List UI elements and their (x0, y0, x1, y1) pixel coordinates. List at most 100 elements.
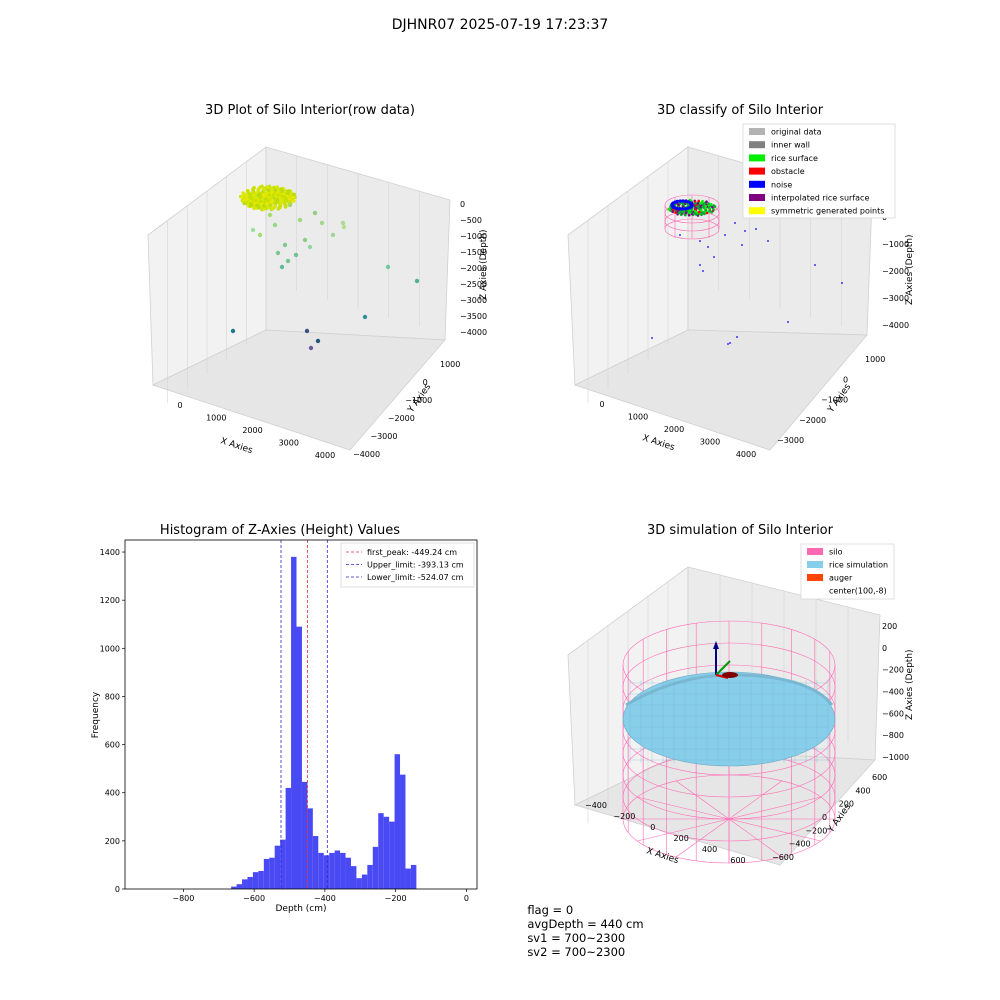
data-point (260, 198, 265, 202)
legend-label: rice surface (771, 154, 818, 163)
x-axis-label: X Axies (645, 846, 680, 866)
legend: silo rice simulation auger center(100,-8) (800, 543, 895, 600)
histogram-bar (410, 864, 417, 889)
legend-label: Upper_limit: -393.13 cm (367, 561, 464, 570)
silo-spoke (728, 818, 783, 858)
x-tick-label: −400 (314, 894, 336, 903)
data-point (707, 206, 711, 209)
data-point (701, 205, 705, 209)
y-tick-label: −2000 (799, 416, 826, 425)
x-tick-label: 1000 (206, 414, 226, 423)
histogram-bar (258, 870, 264, 889)
data-point (278, 195, 282, 199)
data-point (266, 185, 270, 189)
z-tick-label: −3000 (460, 296, 487, 305)
z-tick-label: −2500 (460, 280, 487, 289)
data-point (307, 244, 313, 250)
x-tick-label: 3000 (700, 438, 720, 447)
noise-point (767, 240, 769, 242)
z-tick-label: 200 (882, 622, 897, 631)
silo-spoke (637, 818, 730, 842)
data-point (704, 209, 708, 212)
z-tick-label: 0 (460, 200, 465, 209)
data-point (671, 210, 674, 213)
y-tick-label: −1000 (405, 396, 432, 405)
data-point (247, 195, 252, 199)
data-point (267, 212, 273, 218)
histogram-bar (307, 808, 313, 889)
data-point (340, 220, 346, 226)
histogram-bar (236, 884, 243, 889)
noise-point (741, 244, 743, 246)
histogram-bar (285, 787, 292, 889)
x-ticks: 0 1000 2000 3000 4000 (599, 400, 756, 459)
x-tick-label: 0 (177, 401, 182, 410)
data-point (703, 212, 706, 216)
data-point (273, 204, 277, 208)
x-tick-label: −400 (585, 801, 607, 810)
y-tick-label: −600 (772, 853, 794, 862)
y-ticks: 1000 0 −1000 −2000 −3000 (777, 355, 885, 445)
x-tick-label: −600 (243, 894, 265, 903)
histogram-bar (274, 845, 281, 889)
data-point (712, 204, 715, 207)
data-point (319, 220, 325, 226)
histogram-bar (345, 857, 351, 889)
sv2-text: sv2 = 700~2300 (527, 945, 626, 959)
data-point (275, 185, 280, 189)
x-ticks: −800 −600 −400 −200 0 (172, 889, 469, 903)
status-line: flag = 0 avgDepth = 440 cm sv1 = 700~230… (520, 889, 658, 959)
data-point (385, 264, 391, 270)
panel-title: Histogram of Z-Axies (Height) Values (159, 523, 401, 538)
legend-label: noise (771, 180, 792, 189)
legend-label: center(100,-8) (829, 587, 887, 596)
histogram-bar (350, 866, 357, 889)
histogram-bar (372, 846, 379, 889)
y-tick-label: 1400 (100, 548, 120, 557)
legend-swatch (749, 167, 765, 175)
data-point (362, 314, 368, 320)
noise-point (699, 240, 701, 242)
noise-point (724, 234, 726, 236)
data-point (414, 278, 420, 284)
x-tick-label: 2000 (242, 426, 262, 435)
y-tick-label: 1000 (100, 644, 120, 653)
histogram-bar (394, 754, 401, 889)
y-tick-label: 800 (105, 692, 120, 701)
classified-points (651, 198, 843, 345)
data-point (267, 188, 271, 192)
y-tick-label: −4000 (353, 450, 380, 459)
data-point (240, 195, 244, 199)
panel-title: 3D classify of Silo Interior (656, 103, 824, 118)
data-point (312, 210, 318, 216)
data-point (262, 187, 267, 191)
data-point (252, 206, 256, 211)
data-point (693, 210, 697, 213)
silo-spoke (675, 818, 730, 858)
data-point (257, 232, 263, 238)
histogram-bar (269, 857, 275, 889)
x-tick-label: 600 (730, 856, 745, 865)
histogram-bar (389, 821, 395, 889)
y-tick-label: 0 (843, 375, 848, 384)
data-point (705, 211, 709, 215)
data-point (315, 338, 321, 344)
data-point (341, 224, 347, 230)
histogram-bar (301, 781, 308, 889)
legend-label: auger (829, 574, 853, 583)
histogram-bar (231, 886, 237, 889)
z-tick-label: −1500 (460, 248, 487, 257)
legend-swatch (749, 180, 765, 188)
data-point (707, 202, 710, 205)
histogram-bar (323, 855, 330, 889)
data-point (710, 210, 714, 214)
grid-lines (587, 155, 842, 404)
data-point (260, 184, 264, 189)
data-point (250, 227, 256, 233)
x-axis-label: Depth (cm) (275, 904, 326, 914)
data-point (698, 210, 701, 214)
legend-swatch (749, 207, 765, 215)
data-point (693, 212, 697, 215)
y-tick-label: 1200 (100, 596, 120, 605)
